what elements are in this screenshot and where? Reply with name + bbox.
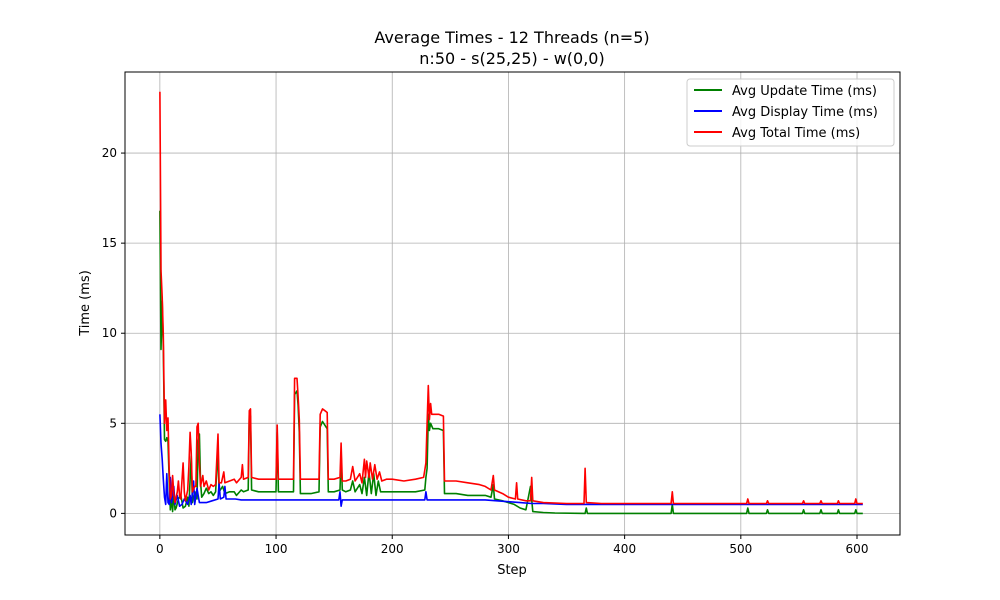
display-time-line (159, 414, 863, 507)
legend: Avg Update Time (ms) Avg Display Time (m… (686, 78, 895, 147)
x-tick-label: 600 (846, 542, 869, 556)
y-tick-label: 0 (109, 506, 117, 520)
x-tick-label: 400 (613, 542, 636, 556)
x-tick-label: 100 (265, 542, 288, 556)
legend-label-total: Avg Total Time (ms) (732, 126, 860, 141)
axis-ticks: 0 100 200 300 400 500 600 0 5 10 15 20 (102, 146, 869, 556)
x-tick-label: 0 (156, 542, 164, 556)
x-tick-label: 300 (497, 542, 520, 556)
chart-title: Average Times - 12 Threads (n=5) (374, 28, 649, 47)
total-time-line (159, 91, 863, 505)
y-tick-label: 5 (109, 416, 117, 430)
y-axis-label: Time (ms) (78, 270, 93, 337)
x-tick-label: 500 (729, 542, 752, 556)
chart-subtitle: n:50 - s(25,25) - w(0,0) (419, 49, 604, 68)
series-lines (159, 91, 863, 515)
x-axis-label: Step (497, 563, 527, 578)
y-tick-label: 15 (102, 236, 117, 250)
y-tick-label: 20 (102, 146, 117, 160)
legend-label-update: Avg Update Time (ms) (732, 84, 877, 99)
plot-frame (124, 71, 901, 536)
y-tick-label: 10 (102, 326, 117, 340)
legend-label-display: Avg Display Time (ms) (732, 105, 878, 120)
grid (125, 72, 900, 535)
x-tick-label: 200 (381, 542, 404, 556)
legend-box (686, 78, 895, 147)
